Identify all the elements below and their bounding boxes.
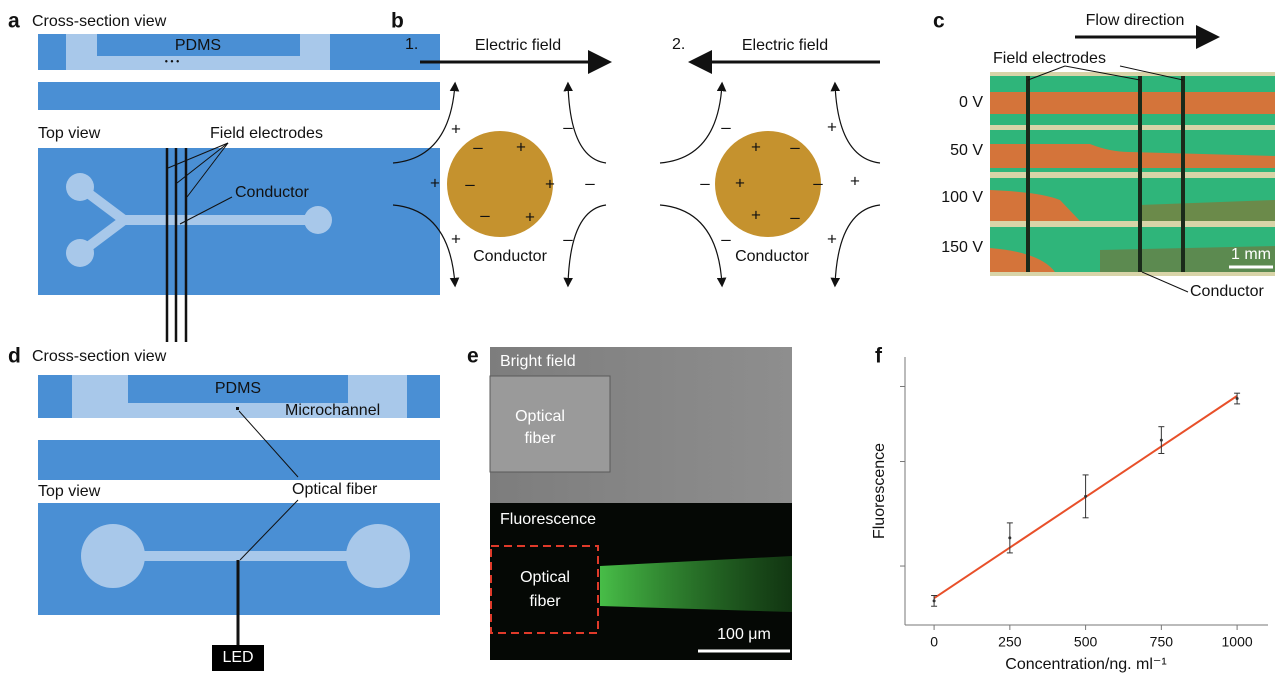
panel-label: f [875, 345, 883, 368]
charge: – [465, 174, 475, 193]
charge: – [721, 117, 731, 136]
pdms-label: PDMS [215, 380, 261, 397]
voltage: 100 V [941, 189, 983, 206]
reservoir [346, 524, 410, 588]
reservoir [304, 206, 332, 234]
charge: + [751, 137, 761, 156]
label: Electric field [742, 37, 828, 54]
caption: Cross-section view [32, 13, 167, 30]
label: fiber [529, 593, 561, 610]
label: Optical fiber [292, 481, 378, 498]
panel-label: c [933, 10, 945, 33]
label: Fluorescence [500, 511, 596, 528]
reservoir [81, 524, 145, 588]
panel-label: e [467, 345, 479, 368]
figure: a Cross-section view PDMS • • • Top view… [0, 0, 1277, 683]
charge: – [790, 137, 800, 156]
voltage: 150 V [941, 239, 983, 256]
charge: – [813, 173, 823, 192]
point [1008, 536, 1011, 539]
label: Field electrodes [993, 50, 1106, 67]
charge: + [545, 174, 555, 193]
label: Microchannel [285, 402, 380, 419]
charge: + [451, 229, 461, 248]
led-label: LED [222, 649, 253, 666]
y-axis-title: Fluorescence [871, 443, 888, 539]
point [933, 599, 936, 602]
label: fiber [524, 430, 556, 447]
charge: – [790, 207, 800, 226]
reservoir [66, 173, 94, 201]
panel-label: d [8, 345, 21, 368]
label: Optical [515, 408, 565, 425]
x-tick-label: 1000 [1222, 634, 1253, 650]
caption: Cross-section view [32, 348, 167, 365]
point [1084, 495, 1087, 498]
label: Flow direction [1086, 12, 1185, 29]
dots: • • • [165, 56, 179, 66]
reservoir [66, 239, 94, 267]
label: Conductor [1190, 283, 1264, 300]
label: Conductor [473, 248, 547, 265]
caption: Top view [38, 125, 101, 142]
panel-label: b [391, 10, 404, 33]
voltage: 0 V [959, 94, 983, 111]
layer [38, 440, 440, 480]
step: 1. [405, 36, 418, 53]
charge: + [516, 137, 526, 156]
charge: – [721, 229, 731, 248]
step: 2. [672, 36, 685, 53]
charge: + [751, 205, 761, 224]
panel-a: a Cross-section view PDMS • • • Top view… [8, 10, 440, 342]
panel-label: a [8, 10, 20, 33]
scale-label: 100 μm [717, 626, 771, 643]
voltage: 50 V [950, 142, 983, 159]
label: Bright field [500, 353, 576, 370]
charge: – [585, 173, 595, 192]
charge: + [827, 117, 837, 136]
label: Optical [520, 569, 570, 586]
charge: + [827, 229, 837, 248]
label: Electric field [475, 37, 561, 54]
conductor [715, 131, 821, 237]
x-tick-label: 250 [998, 634, 1022, 650]
conductor [447, 131, 553, 237]
label: Field electrodes [210, 125, 323, 142]
panel-d: d Cross-section view PDMS Microchannel T… [8, 345, 440, 671]
scale-label: 1 mm [1231, 246, 1271, 263]
layer [38, 82, 440, 110]
charge: – [473, 137, 483, 156]
charge: – [563, 229, 573, 248]
label: Conductor [735, 248, 809, 265]
pdms-label: PDMS [175, 37, 221, 54]
point [1160, 439, 1163, 442]
x-axis-title: Concentration/ng. ml⁻¹ [1005, 656, 1166, 673]
charge: + [451, 119, 461, 138]
x-tick-label: 750 [1150, 634, 1174, 650]
charge: + [735, 173, 745, 192]
point [1236, 397, 1239, 400]
fiber-dot [236, 407, 239, 410]
charge: + [850, 171, 860, 190]
label: Conductor [235, 184, 309, 201]
panel-e: e Bright field Optical fiber Fluorescenc… [467, 345, 792, 660]
charge: – [563, 117, 573, 136]
caption: Top view [38, 483, 101, 500]
panel-b: b 1. Electric field 2. Electric field Co… [391, 10, 880, 285]
x-tick-label: 500 [1074, 634, 1098, 650]
charge: + [430, 173, 440, 192]
x-tick-label: 0 [930, 634, 938, 650]
charge: + [525, 207, 535, 226]
panel-f: f Concentration/ng. ml⁻¹ Fluorescence 0 2… [871, 345, 1268, 674]
panel-c: c Flow direction Field electrodes 0 V 50… [933, 10, 1275, 301]
charge: – [700, 173, 710, 192]
charge: – [480, 205, 490, 224]
